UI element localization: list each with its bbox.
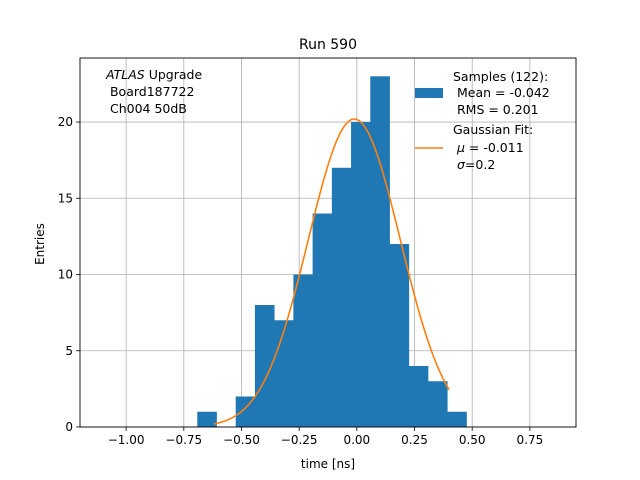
annotation-upgrade: Upgrade [145, 67, 203, 82]
legend: Samples (122): Mean = -0.042 RMS = 0.201… [415, 69, 550, 172]
histogram-bar [331, 167, 352, 427]
histogram-bar [427, 381, 448, 427]
histogram-bar [370, 76, 390, 428]
histogram-bar [197, 411, 217, 427]
x-tick-label: 0.25 [401, 433, 428, 447]
histogram-bar [351, 122, 371, 427]
legend-fit-mu: μ = -0.011 [456, 140, 524, 155]
y-tick-label: 10 [58, 268, 73, 282]
x-axis-label: time [ns] [301, 457, 355, 471]
histogram-bars [197, 76, 467, 428]
legend-fit-title: Gaussian Fit: [453, 122, 533, 137]
annotation-line-3: Ch004 50dB [106, 101, 187, 116]
histogram-bar [312, 213, 333, 427]
x-tick-label: −0.75 [165, 433, 202, 447]
axes-frame [79, 57, 577, 428]
y-tick-label: 20 [58, 115, 73, 129]
chart-title: Run 590 [299, 37, 357, 53]
legend-samples-label: Samples (122): [453, 69, 548, 84]
x-tick-label: 0.50 [459, 433, 486, 447]
histogram-bar [389, 244, 410, 427]
legend-histogram-swatch [415, 88, 443, 98]
histogram-bar [293, 274, 314, 427]
gaussian-fit-curve [213, 118, 450, 425]
x-axis-ticks: −1.00 −0.75 −0.50 −0.25 0.00 0.25 0.50 0.75 [108, 427, 543, 447]
histogram-bar [447, 411, 467, 427]
histogram-bar [235, 396, 256, 427]
annotation-line-1: ATLAS Upgrade [105, 67, 202, 82]
legend-mean-label: Mean = -0.042 [453, 85, 550, 100]
histogram-bar [274, 320, 294, 427]
y-axis-ticks: 0 5 10 15 20 [58, 115, 80, 434]
y-tick-label: 15 [58, 191, 73, 205]
legend-sigma-value: =0.2 [465, 157, 495, 172]
y-tick-label: 0 [65, 420, 73, 434]
y-tick-label: 5 [65, 344, 73, 358]
histogram-bar [408, 366, 429, 427]
x-tick-label: 0.00 [343, 433, 370, 447]
experiment-annotation: ATLAS Upgrade Board187722 Ch004 50dB [105, 67, 202, 116]
x-tick-label: −0.25 [281, 433, 318, 447]
histogram-bar [254, 305, 275, 427]
annotation-line-2: Board187722 [106, 84, 194, 99]
y-axis-label: Entries [33, 223, 47, 265]
annotation-atlas: ATLAS [105, 67, 145, 82]
x-tick-label: 0.75 [517, 433, 544, 447]
legend-mu-symbol: μ [456, 140, 465, 155]
legend-mu-value: = -0.011 [465, 140, 524, 155]
legend-rms-label: RMS = 0.201 [453, 102, 539, 117]
x-tick-label: −0.50 [223, 433, 260, 447]
legend-sigma-symbol: σ [457, 157, 466, 172]
x-tick-label: −1.00 [108, 433, 145, 447]
legend-fit-sigma: σ=0.2 [457, 157, 495, 172]
